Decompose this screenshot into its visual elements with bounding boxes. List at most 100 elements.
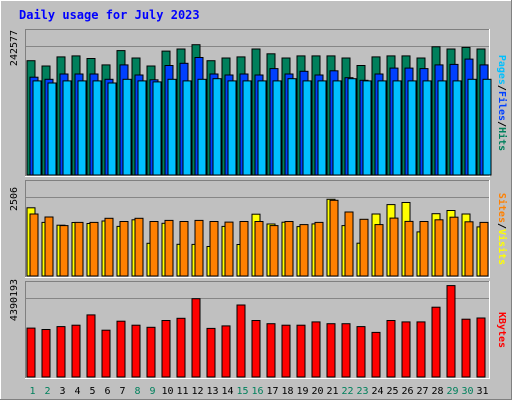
bar-sites-day-31 [479,221,489,277]
legend-pages: Pages [496,55,507,85]
bar-sites-day-2 [44,216,54,277]
x-tick-label-day-2: 2 [44,386,50,397]
bar-sites-day-24 [374,224,384,277]
x-tick-label-day-5: 5 [89,386,95,397]
bar-pages-day-15 [242,80,252,176]
legend-kbytes: KBytes [496,312,507,348]
bar-kbytes-day-21 [326,323,336,378]
bar-kbytes-day-16 [251,320,261,378]
bar-kbytes-day-5 [86,314,96,378]
bar-sites-day-6 [104,217,114,277]
bar-kbytes-day-3 [56,326,66,378]
x-tick-label-day-10: 10 [161,386,173,397]
bar-sites-day-25 [389,217,399,277]
bar-sites-day-8 [134,217,144,277]
bar-pages-day-30 [467,78,477,176]
bar-pages-day-8 [137,80,147,176]
bar-pages-day-10 [167,78,177,176]
x-tick-label-day-31: 31 [476,386,488,397]
bar-pages-day-13 [212,78,222,176]
bar-sites-day-30 [464,221,474,277]
bar-pages-day-24 [377,80,387,176]
bar-sites-day-26 [404,220,414,277]
scale-label: 4390193 [9,279,20,321]
chart-title: Daily usage for July 2023 [19,8,200,22]
bar-pages-day-16 [257,80,267,176]
bar-sites-day-28 [434,219,444,277]
bar-kbytes-day-15 [236,304,246,378]
bar-pages-day-9 [152,81,162,176]
bar-kbytes-day-11 [176,317,186,378]
bar-sites-day-19 [299,224,309,277]
legend-separator: / [496,85,507,91]
bar-sites-day-16 [254,221,264,277]
x-tick-label-day-30: 30 [461,386,473,397]
bar-sites-day-29 [449,216,459,277]
bar-pages-day-17 [272,80,282,176]
bar-pages-day-26 [407,80,417,176]
scale-label: 2506 [9,187,20,211]
legend-hits: Hits [496,127,508,151]
bar-sites-day-22 [344,211,354,277]
x-tick-label-day-16: 16 [251,386,263,397]
bar-kbytes-day-22 [341,323,351,378]
bar-kbytes-day-28 [431,306,441,378]
bar-sites-day-7 [119,221,129,277]
bar-kbytes-day-2 [41,329,51,378]
bar-sites-day-21 [329,199,339,277]
x-tick-label-day-27: 27 [416,386,428,397]
x-tick-label-day-19: 19 [296,386,308,397]
bar-pages-day-19 [302,80,312,176]
x-tick-label-day-23: 23 [356,386,368,397]
bar-kbytes-day-23 [356,326,366,378]
x-tick-label-day-29: 29 [446,386,458,397]
x-axis-labels: 1 2 3 4 5 6 7 8 9 10 11 12 13 14 15 16 17 18 19 20 21 22 23 24 2… [29,386,488,397]
bar-pages-day-12 [197,78,207,176]
bar-pages-day-31 [482,78,492,176]
bar-kbytes-day-14 [221,325,231,378]
x-tick-label-day-6: 6 [104,386,110,397]
bar-kbytes-day-7 [116,320,126,378]
x-tick-label-day-14: 14 [221,386,233,397]
bar-pages-day-29 [452,80,462,176]
scale-label: 242577 [9,30,20,66]
x-tick-label-day-17: 17 [266,386,278,397]
bar-sites-day-15 [239,221,249,277]
bar-sites-day-18 [284,221,294,277]
bar-kbytes-day-9 [146,326,156,378]
bar-sites-day-27 [419,221,429,277]
side-label-visits-sites: Sites/Visits [496,193,508,265]
x-tick-label-day-1: 1 [29,386,35,397]
bar-pages-day-4 [77,80,87,176]
bar-pages-day-3 [62,80,72,176]
bar-pages-day-6 [107,82,117,176]
x-tick-label-day-15: 15 [236,386,248,397]
bar-pages-day-23 [362,80,372,176]
bar-sites-day-11 [179,221,189,277]
bar-kbytes-day-24 [371,331,381,378]
x-tick-label-day-26: 26 [401,386,413,397]
bar-kbytes-day-27 [416,321,426,378]
x-tick-label-day-7: 7 [119,386,125,397]
bar-kbytes-day-12 [191,298,201,378]
legend-separator: / [496,223,507,229]
legend-visits: Visits [496,229,508,265]
bar-kbytes-day-17 [266,323,276,378]
legend-sites: Sites [496,193,508,223]
bar-pages-day-1 [32,80,42,176]
bar-sites-day-5 [89,221,99,277]
bar-pages-day-11 [182,80,192,176]
bar-kbytes-day-6 [101,329,111,378]
x-tick-label-day-20: 20 [311,386,323,397]
x-tick-label-day-24: 24 [371,386,383,397]
bar-sites-day-1 [29,213,39,277]
x-tick-label-day-4: 4 [74,386,80,397]
bar-pages-day-25 [392,80,402,176]
side-label-hits-files-pages: Pages/Files/Hits [496,55,508,151]
x-tick-label-day-28: 28 [431,386,443,397]
bar-pages-day-7 [122,78,132,176]
x-tick-label-day-9: 9 [149,386,155,397]
x-tick-label-day-22: 22 [341,386,353,397]
